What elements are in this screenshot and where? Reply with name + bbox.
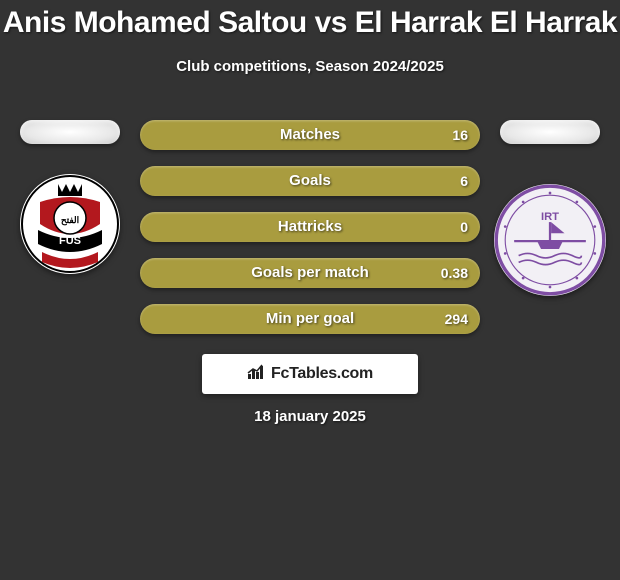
svg-text:الفتح: الفتح <box>61 215 79 226</box>
left-club-logo: الفتح FUS <box>20 174 120 274</box>
page-subtitle: Club competitions, Season 2024/2025 <box>0 58 620 75</box>
stat-row: Goals6 <box>140 166 480 196</box>
right-player-column: IRT <box>490 120 610 296</box>
date-line: 18 january 2025 <box>0 408 620 425</box>
left-player-pill <box>20 120 120 144</box>
left-club-text: FUS <box>59 235 81 247</box>
watermark-label: FcTables.com <box>271 365 373 383</box>
stat-value: 16 <box>452 120 468 150</box>
stat-value: 294 <box>445 304 468 334</box>
right-club-logo: IRT <box>494 184 606 296</box>
stat-row: Hattricks0 <box>140 212 480 242</box>
stat-value: 0.38 <box>441 258 468 288</box>
stat-label: Min per goal <box>140 304 480 334</box>
stat-row: Goals per match0.38 <box>140 258 480 288</box>
irt-badge-icon: IRT <box>494 184 606 296</box>
chart-icon <box>247 364 267 385</box>
stat-row: Matches16 <box>140 120 480 150</box>
page-title: Anis Mohamed Saltou vs El Harrak El Harr… <box>0 0 620 40</box>
fus-badge-icon: الفتح FUS <box>20 174 120 274</box>
right-club-text: IRT <box>541 211 559 223</box>
left-player-column: الفتح FUS <box>10 120 130 274</box>
stat-row: Min per goal294 <box>140 304 480 334</box>
stat-label: Goals <box>140 166 480 196</box>
stat-label: Matches <box>140 120 480 150</box>
stats-center-column: Matches16 Goals6 Hattricks0 Goals per match… <box>140 120 480 350</box>
stat-label: Hattricks <box>140 212 480 242</box>
stat-label: Goals per match <box>140 258 480 288</box>
watermark-badge: FcTables.com <box>202 354 418 394</box>
comparison-card: Anis Mohamed Saltou vs El Harrak El Harr… <box>0 0 620 580</box>
stat-value: 0 <box>460 212 468 242</box>
stat-value: 6 <box>460 166 468 196</box>
watermark-text: FcTables.com <box>247 364 373 385</box>
right-player-pill <box>500 120 600 144</box>
